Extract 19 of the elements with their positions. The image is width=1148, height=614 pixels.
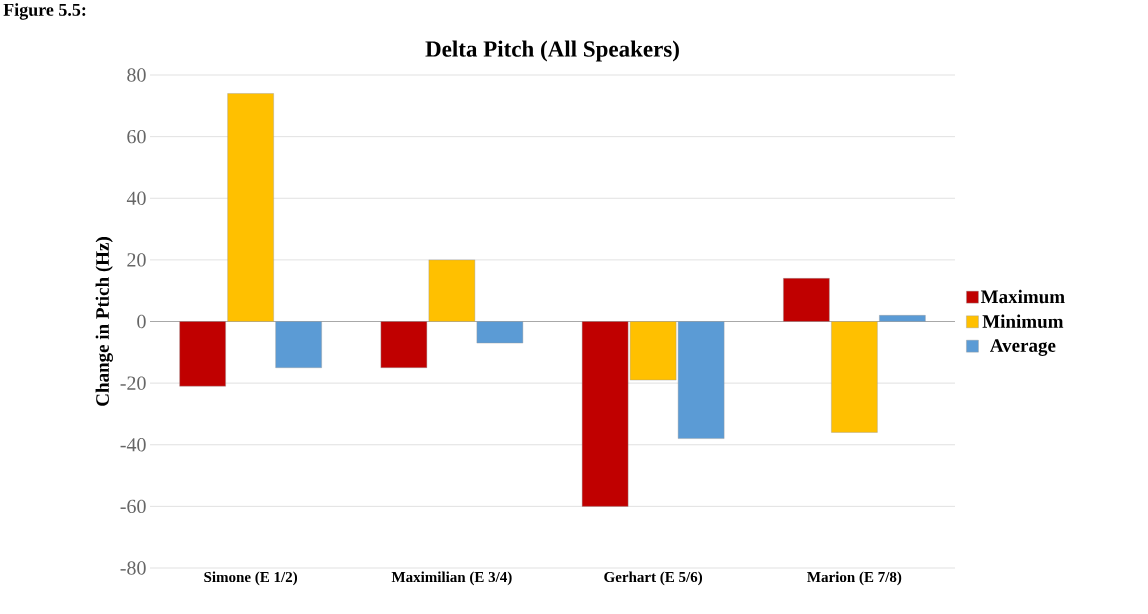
legend-label: Maximum: [980, 289, 1065, 304]
y-tick-label: -80: [120, 561, 146, 575]
legend-label: Average: [990, 339, 1056, 356]
chart-title: Delta Pitch (All Speakers): [425, 40, 679, 62]
y-tick-label: -20: [120, 376, 146, 390]
legend-label: Minimum: [982, 314, 1064, 328]
x-tick-label: Maximilian (E 3/4): [391, 571, 512, 586]
caption: Figure 5.5:: [3, 3, 86, 20]
y-tick-label: -40: [120, 438, 146, 452]
y-tick-label: 40: [126, 191, 146, 205]
y-tick-label: 0: [137, 314, 146, 329]
x-tick-label: Gerhart (E 5/6): [604, 571, 703, 586]
y-axis-title: Change in Ptich (Hz): [95, 237, 113, 406]
y-tick-label: 60: [127, 129, 146, 144]
y-tick-label: -60: [120, 499, 146, 514]
x-tick-label: Simone (E 1/2): [204, 571, 298, 586]
y-tick-label: 80: [127, 68, 146, 82]
x-tick-label: Marion (E 7/8): [807, 571, 902, 586]
y-tick-label: 20: [127, 253, 146, 267]
